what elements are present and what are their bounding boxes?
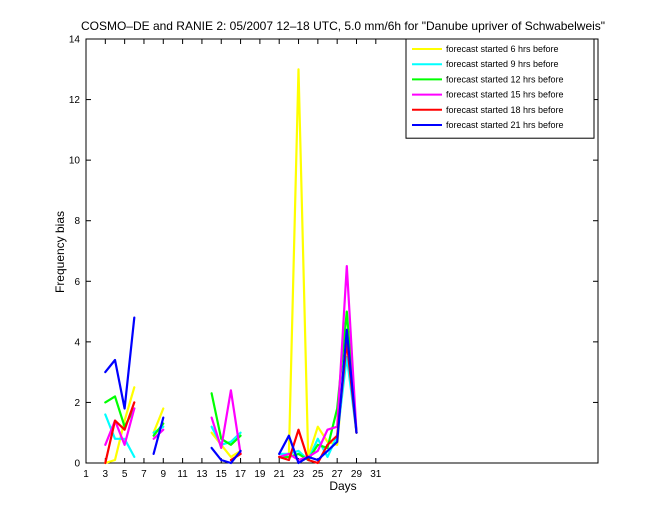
series-line-1 xyxy=(152,407,165,434)
x-tick-label: 21 xyxy=(274,469,286,480)
legend-label: forecast started 15 hrs before xyxy=(446,90,564,100)
x-tick-label: 25 xyxy=(312,469,324,480)
series-line-4 xyxy=(278,265,358,462)
plot-frame xyxy=(85,38,599,464)
y-tick-label: 12 xyxy=(69,95,81,106)
x-tick-label: 9 xyxy=(161,469,167,480)
x-tick-label: 3 xyxy=(103,469,109,480)
y-tick-label: 10 xyxy=(69,156,81,167)
series-layer xyxy=(104,68,358,465)
y-tick-label: 0 xyxy=(74,459,80,470)
x-tick-label: 1 xyxy=(83,469,89,480)
series-line-6 xyxy=(152,416,165,455)
x-tick-label: 23 xyxy=(293,469,305,480)
chart-title: COSMO–DE and RANIE 2: 05/2007 12–18 UTC,… xyxy=(81,19,605,33)
legend-label: forecast started 21 hrs before xyxy=(446,120,564,130)
legend-label: forecast started 9 hrs before xyxy=(446,59,559,69)
x-tick-label: 19 xyxy=(254,469,266,480)
series-line-2 xyxy=(104,413,136,458)
legend-label: forecast started 12 hrs before xyxy=(446,74,564,84)
series-line-6 xyxy=(278,328,358,465)
legend-items: forecast started 6 hrs before forecast st… xyxy=(412,44,564,130)
x-axis-label: Days xyxy=(329,479,356,493)
x-tick-label: 5 xyxy=(122,469,128,480)
series-line-4 xyxy=(210,389,242,455)
series-line-4 xyxy=(104,407,136,446)
x-tick-label: 31 xyxy=(370,469,382,480)
x-tick-label: 17 xyxy=(235,469,247,480)
series-line-6 xyxy=(104,316,136,410)
y-tick-label: 6 xyxy=(74,277,80,288)
x-axis-ticks: 1 3 5 7 9 11 13 15 17 19 21 23 25 27 29 31 xyxy=(83,39,382,480)
y-tick-label: 14 xyxy=(69,35,81,46)
y-axis-ticks: 0 2 4 6 8 10 12 14 xyxy=(69,35,598,470)
legend: forecast started 6 hrs before forecast st… xyxy=(405,38,595,139)
y-axis-label: Frequency bias xyxy=(53,211,67,293)
series-line-5 xyxy=(104,401,136,465)
legend-box xyxy=(405,38,595,139)
y-tick-label: 4 xyxy=(74,337,80,348)
x-tick-label: 7 xyxy=(141,469,147,480)
legend-label: forecast started 18 hrs before xyxy=(446,105,564,115)
x-tick-label: 27 xyxy=(332,469,344,480)
x-tick-label: 15 xyxy=(216,469,228,480)
series-line-1 xyxy=(210,431,242,458)
x-tick-label: 13 xyxy=(196,469,208,480)
y-tick-label: 2 xyxy=(74,398,80,409)
series-line-1 xyxy=(104,386,136,465)
x-tick-label: 29 xyxy=(351,469,363,480)
x-tick-label: 11 xyxy=(177,469,188,480)
series-line-6 xyxy=(210,446,242,465)
y-tick-label: 8 xyxy=(74,216,80,227)
series-line-3 xyxy=(210,392,242,446)
legend-label: forecast started 6 hrs before xyxy=(446,44,559,54)
